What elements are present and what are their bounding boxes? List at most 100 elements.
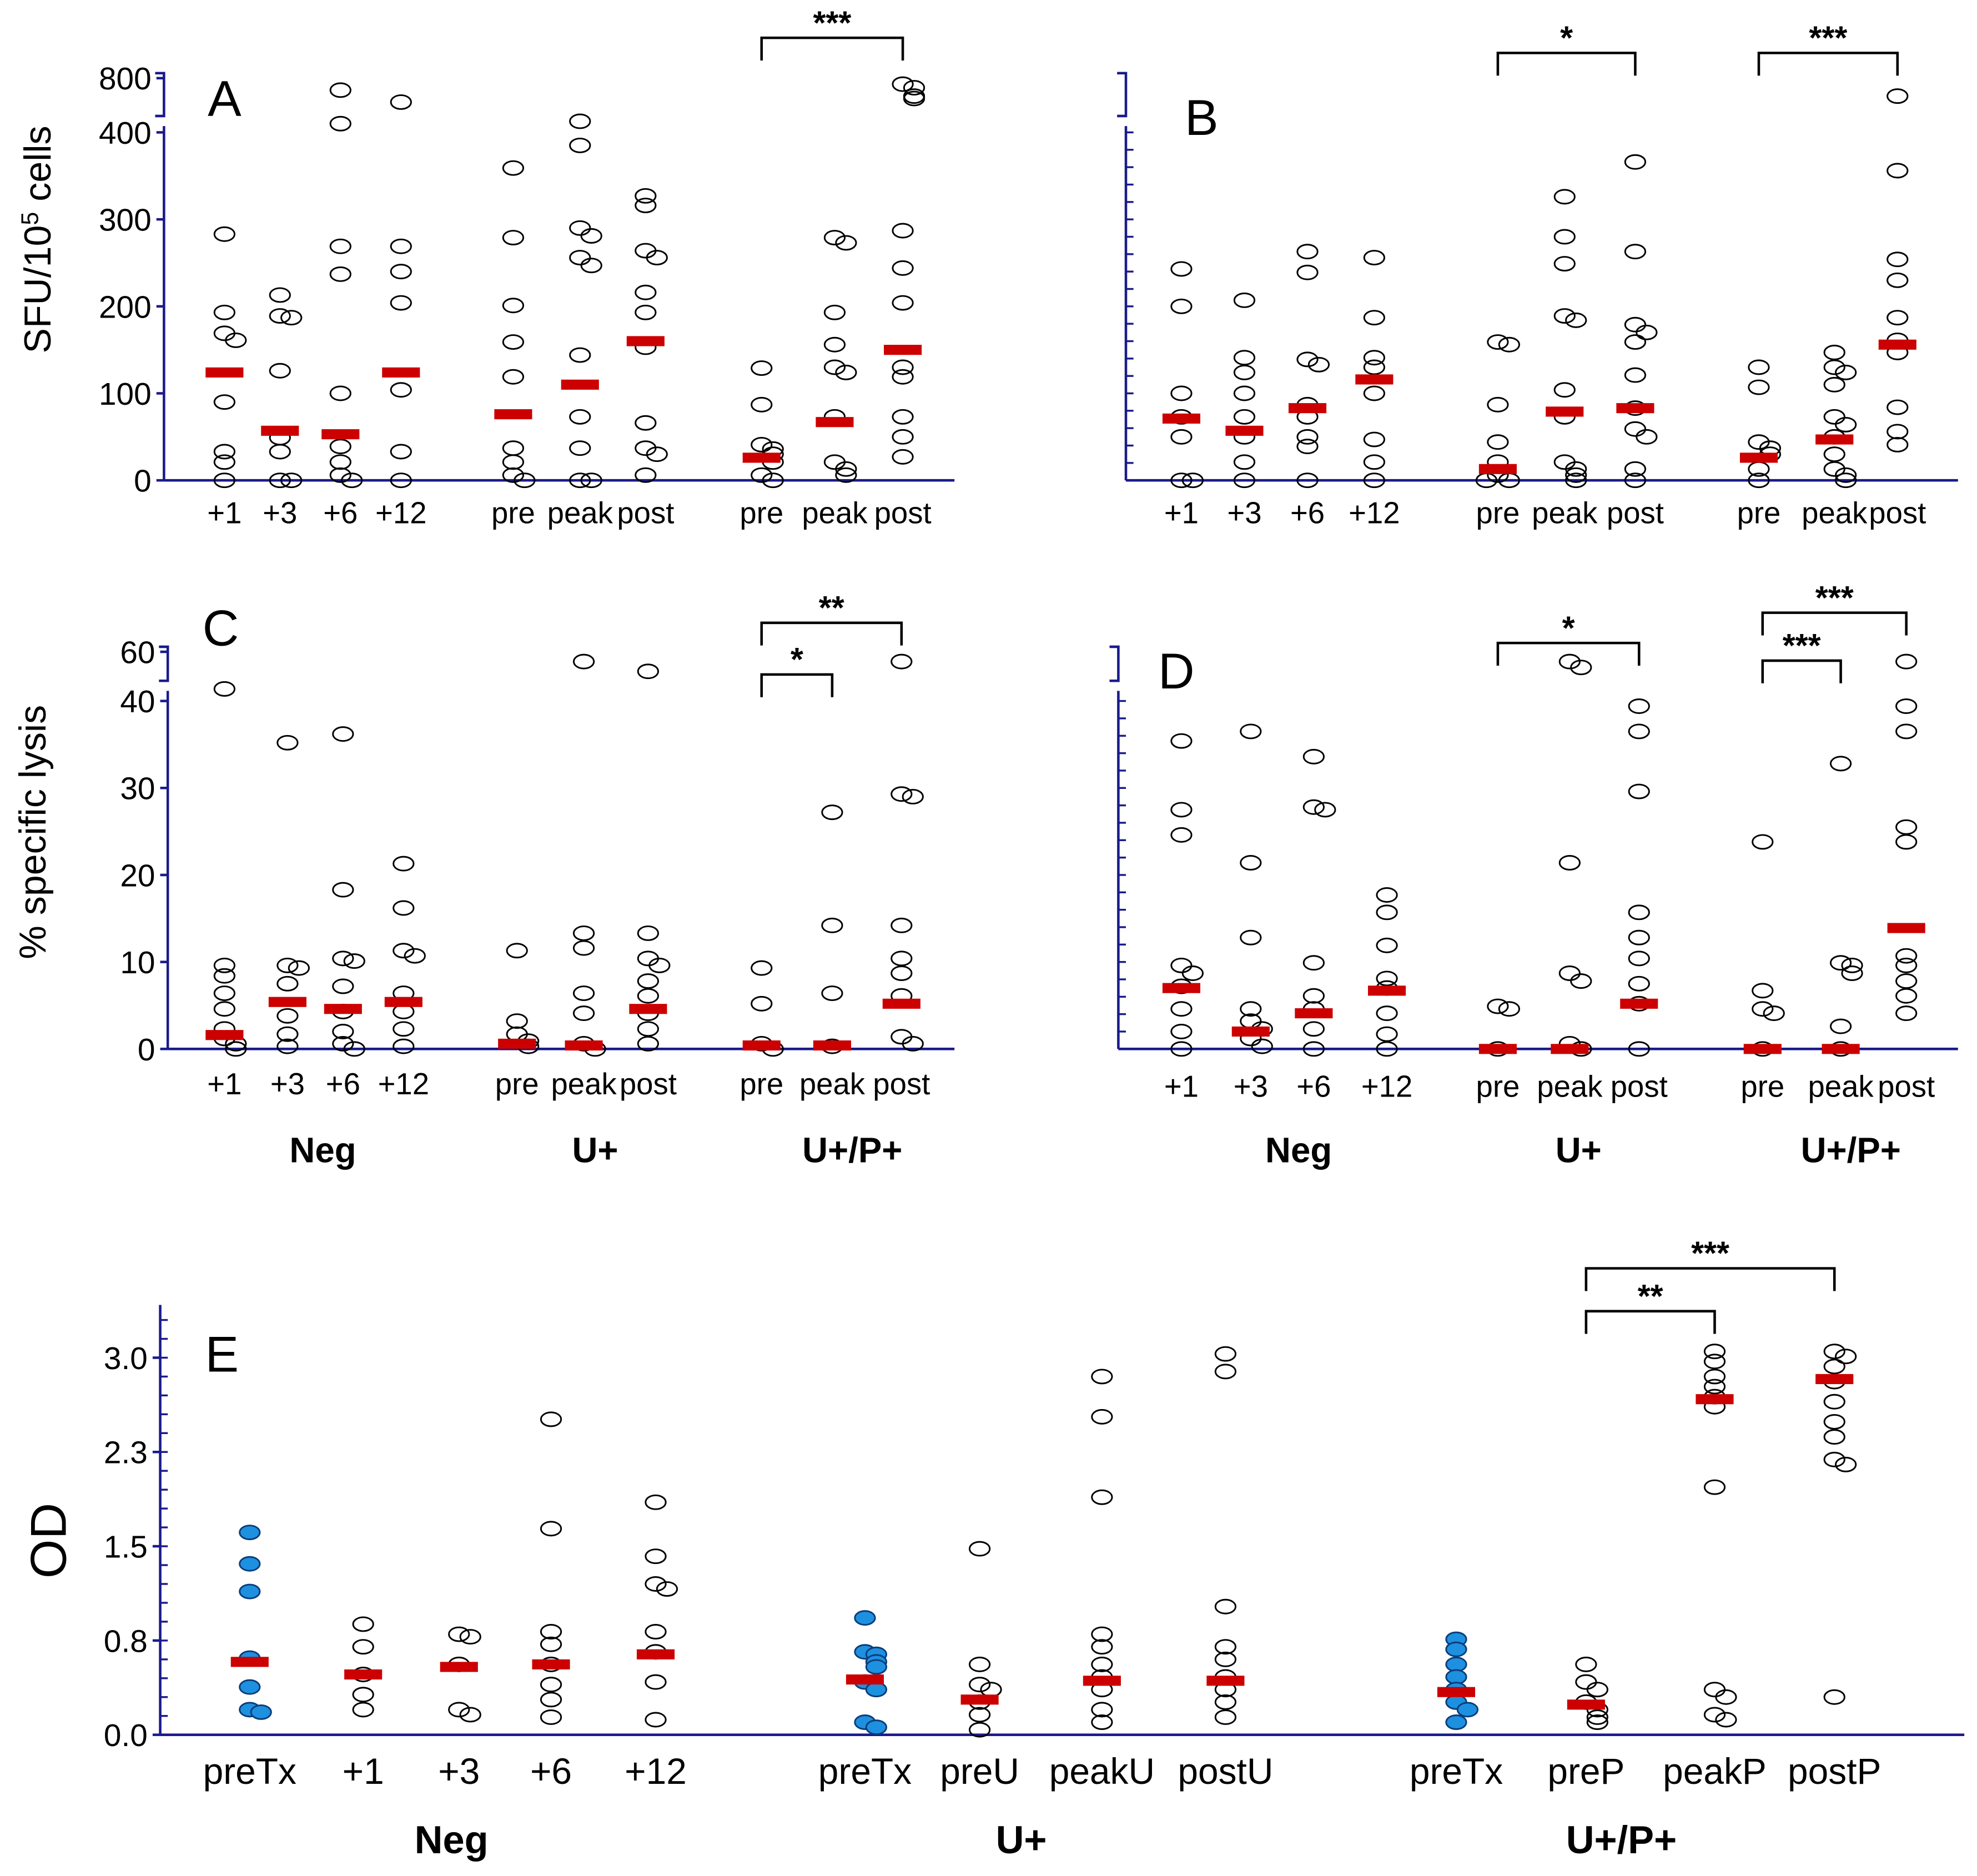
data-point [902, 1035, 924, 1052]
data-point [540, 1677, 562, 1693]
data-point [1887, 399, 1909, 415]
data-point [1558, 653, 1581, 670]
x-category-label: preTx [203, 1751, 296, 1792]
data-point [1170, 957, 1193, 973]
data-point [329, 82, 351, 98]
data-point [635, 304, 657, 320]
data-point [1214, 1694, 1237, 1710]
data-point [751, 467, 773, 483]
x-category-label: post [1607, 496, 1664, 530]
data-point [213, 444, 236, 460]
data-point [1240, 1001, 1262, 1017]
y-axis-label-superscript: 5 [17, 212, 43, 225]
data-point [276, 1008, 299, 1024]
median-bar [1567, 1699, 1605, 1710]
x-category-label: pre [1737, 496, 1781, 530]
median-bar [846, 1674, 884, 1685]
data-point [1887, 88, 1909, 104]
data-point [968, 1707, 991, 1723]
x-category-label: post [1878, 1070, 1935, 1104]
data-point [280, 310, 303, 326]
median-bar [1288, 403, 1327, 414]
data-point [635, 188, 657, 204]
data-point [1233, 472, 1256, 489]
x-category-label: +12 [375, 496, 426, 530]
data-point [580, 228, 602, 244]
data-point [892, 260, 914, 276]
data-point [892, 369, 914, 385]
data-point [646, 250, 668, 266]
data-point [835, 467, 857, 483]
y-tick-label: 40 [120, 685, 155, 720]
panel-letter: E [205, 1327, 239, 1383]
median-bar [1295, 1008, 1333, 1019]
y-axis-label-main: % specific lysis [12, 705, 54, 959]
data-point [1748, 359, 1770, 375]
y-tick-label: 400 [99, 116, 152, 151]
data-point [645, 1624, 667, 1639]
data-point [1823, 1429, 1845, 1445]
data-point [502, 334, 525, 350]
data-point [1214, 1709, 1237, 1725]
data-point [569, 440, 591, 456]
data-point [891, 653, 913, 670]
data-point [1363, 359, 1386, 375]
data-point [648, 957, 671, 973]
data-point [1570, 973, 1592, 989]
data-point [1895, 957, 1918, 973]
data-point [1835, 1349, 1857, 1365]
data-point [637, 1035, 660, 1052]
data-point [1628, 698, 1650, 714]
median-bar [1815, 434, 1854, 445]
data-point [1302, 748, 1325, 765]
data-point [393, 856, 415, 872]
panel-letter: D [1158, 643, 1195, 700]
data-point [1240, 855, 1262, 871]
data-point [821, 804, 843, 821]
data-point [1240, 929, 1262, 945]
data-point [968, 1722, 991, 1738]
median-bar [884, 345, 922, 355]
x-category-label: +6 [530, 1751, 572, 1792]
median-bar [205, 1030, 244, 1040]
data-point [1823, 1394, 1845, 1410]
data-point [1887, 163, 1909, 179]
data-point [1553, 189, 1576, 205]
x-category-label: postP [1788, 1751, 1881, 1792]
data-point [1307, 356, 1330, 373]
significance-stars: ** [819, 590, 844, 626]
data-point [1748, 379, 1770, 395]
data-point [1214, 1364, 1237, 1380]
data-point-filled [250, 1704, 272, 1720]
x-category-label: post [873, 1067, 930, 1101]
data-point [1487, 334, 1509, 350]
data-point [540, 1411, 562, 1427]
data-point [329, 467, 351, 483]
x-category-label: preTx [818, 1751, 912, 1792]
data-point [448, 1702, 470, 1718]
data-point [1636, 429, 1658, 445]
data-point [390, 444, 412, 460]
median-bar [1887, 923, 1925, 933]
data-point-filled [239, 1679, 261, 1695]
data-point [1302, 1021, 1325, 1037]
significance-bracket [1496, 641, 1641, 666]
data-point [213, 1001, 236, 1017]
data-point [1363, 250, 1386, 266]
y-tick-label: 0 [134, 464, 152, 499]
axis-break-bracket [1117, 72, 1128, 118]
x-category-label: +1 [343, 1751, 384, 1792]
x-category-label: +3 [1227, 496, 1261, 530]
data-point [1703, 1379, 1726, 1395]
data-point [569, 250, 591, 266]
data-point [502, 369, 525, 385]
y-axis-label: OD [21, 1503, 77, 1578]
x-category-label: pre [1740, 1070, 1784, 1104]
data-point [1170, 1024, 1193, 1039]
median-bar [629, 1004, 667, 1014]
data-point [1895, 1005, 1918, 1022]
median-bar [1478, 464, 1517, 474]
data-point [390, 472, 412, 489]
median-bar [742, 452, 781, 463]
median-bar [1551, 1044, 1589, 1054]
